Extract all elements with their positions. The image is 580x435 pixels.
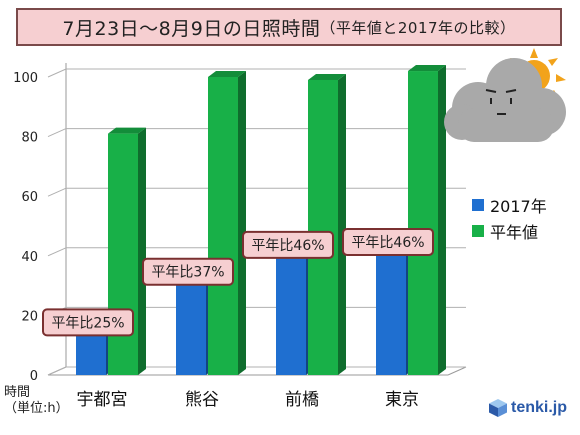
legend-swatch-normal xyxy=(472,225,484,237)
x-category-label: 東京 xyxy=(385,390,419,410)
svg-text:平年比25%: 平年比25% xyxy=(51,315,124,331)
ratio-annotation: 平年比37% xyxy=(142,257,234,286)
y-tick-label: 20 xyxy=(21,309,38,324)
legend-label-2017: 2017年 xyxy=(490,197,547,216)
gridline-side xyxy=(47,247,67,257)
bar-normal-1 xyxy=(208,71,246,375)
bar-normal-2 xyxy=(308,73,346,375)
legend-label-normal: 平年値 xyxy=(490,223,539,242)
legend-swatch-2017 xyxy=(472,199,484,211)
y-tick-label: 60 xyxy=(21,190,38,205)
cloudy-with-sun-icon xyxy=(444,48,566,142)
gridline-side xyxy=(47,68,67,78)
bar-normal-3 xyxy=(408,65,446,375)
x-category-label: 熊谷 xyxy=(185,390,219,410)
chart-title-paren: （平年値と2017年の比較） xyxy=(320,18,516,37)
gridline-side xyxy=(47,366,67,376)
y-tick-label: 0 xyxy=(30,369,38,384)
chart-title: 7月23日～8月9日の日照時間 （平年値と2017年の比較） xyxy=(16,8,562,46)
legend-item-normal: 平年値 xyxy=(472,218,547,244)
x-category-label: 宇都宮 xyxy=(77,390,128,410)
tenki-logo-text: tenki.jp xyxy=(511,399,568,416)
gridline-side xyxy=(47,187,67,197)
y-axis-unit-label: 時間 （単位:h） xyxy=(4,385,69,417)
y-axis-unit-line1: 時間 xyxy=(4,385,31,400)
y-tick-label: 40 xyxy=(21,250,38,265)
y-tick-label: 100 xyxy=(13,71,38,86)
ratio-annotations: 平年比25% 平年比37% 平年比46% 平年比46% xyxy=(42,227,434,337)
ratio-annotation: 平年比25% xyxy=(42,308,134,337)
legend-item-2017: 2017年 xyxy=(472,192,547,218)
ratio-annotation: 平年比46% xyxy=(242,230,334,259)
x-category-label: 前橋 xyxy=(285,390,319,410)
bar-normal-0 xyxy=(108,127,146,376)
chart-title-main: 7月23日～8月9日の日照時間 xyxy=(62,17,321,40)
svg-text:平年比46%: 平年比46% xyxy=(351,235,424,251)
y-axis-unit-line2: （単位:h） xyxy=(4,401,69,416)
tenki-cube-icon xyxy=(489,399,507,417)
gridline-side xyxy=(47,128,67,138)
ratio-annotation: 平年比46% xyxy=(342,227,434,256)
svg-text:平年比37%: 平年比37% xyxy=(151,265,224,281)
legend: 2017年 平年値 xyxy=(472,192,547,244)
svg-text:平年比46%: 平年比46% xyxy=(251,238,324,254)
y-tick-label: 80 xyxy=(21,131,38,146)
y-axis-ticks: 0 20 40 60 80 100 xyxy=(13,71,38,384)
x-axis-categories: 宇都宮 熊谷 前橋 東京 xyxy=(77,390,420,410)
tenki-logo: tenki.jp xyxy=(488,398,567,418)
